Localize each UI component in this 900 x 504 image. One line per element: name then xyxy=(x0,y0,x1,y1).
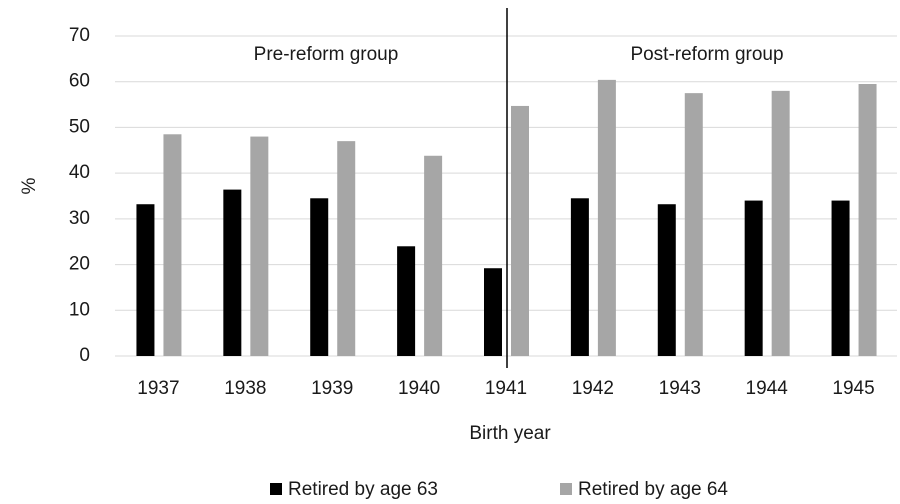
y-tick-label: 50 xyxy=(69,116,90,137)
y-tick-label: 20 xyxy=(69,254,90,275)
x-tick-label: 1943 xyxy=(659,378,701,399)
bar xyxy=(163,134,182,356)
bar xyxy=(831,200,850,356)
y-tick-label: 30 xyxy=(69,208,90,229)
x-axis-label: Birth year xyxy=(469,423,551,444)
y-tick-label: 0 xyxy=(79,345,90,366)
bar xyxy=(424,155,443,356)
annotation: Pre-reform group xyxy=(254,44,399,65)
y-tick-label: 40 xyxy=(69,162,90,183)
bar xyxy=(597,79,616,356)
x-tick-label: 1937 xyxy=(137,378,179,399)
bar xyxy=(570,198,589,356)
y-tick-label: 70 xyxy=(69,25,90,46)
y-axis-label: % xyxy=(19,177,40,194)
y-tick-label: 10 xyxy=(69,299,90,320)
x-tick-label: 1940 xyxy=(398,378,440,399)
bar xyxy=(223,189,242,356)
x-tick-label: 1944 xyxy=(746,378,789,399)
bar xyxy=(250,136,269,356)
bar xyxy=(337,141,356,356)
bar xyxy=(136,204,155,356)
annotation: Post-reform group xyxy=(630,44,783,65)
bar xyxy=(484,268,502,356)
legend-swatch xyxy=(560,483,572,495)
bar xyxy=(511,105,529,356)
bar xyxy=(397,246,416,356)
x-tick-label: 1941 xyxy=(485,378,527,399)
x-tick-label: 1938 xyxy=(224,378,266,399)
x-tick-label: 1942 xyxy=(572,378,614,399)
bar xyxy=(771,90,790,356)
y-tick-label: 60 xyxy=(69,71,90,92)
x-tick-label: 1945 xyxy=(832,378,874,399)
bar xyxy=(684,93,703,357)
legend-label: Retired by age 63 xyxy=(288,479,438,500)
legend-label: Retired by age 64 xyxy=(578,479,728,500)
bar xyxy=(310,198,329,356)
bar xyxy=(858,84,877,356)
bar xyxy=(657,204,676,356)
x-tick-label: 1939 xyxy=(311,378,353,399)
legend-swatch xyxy=(270,483,282,495)
bar xyxy=(744,200,763,356)
